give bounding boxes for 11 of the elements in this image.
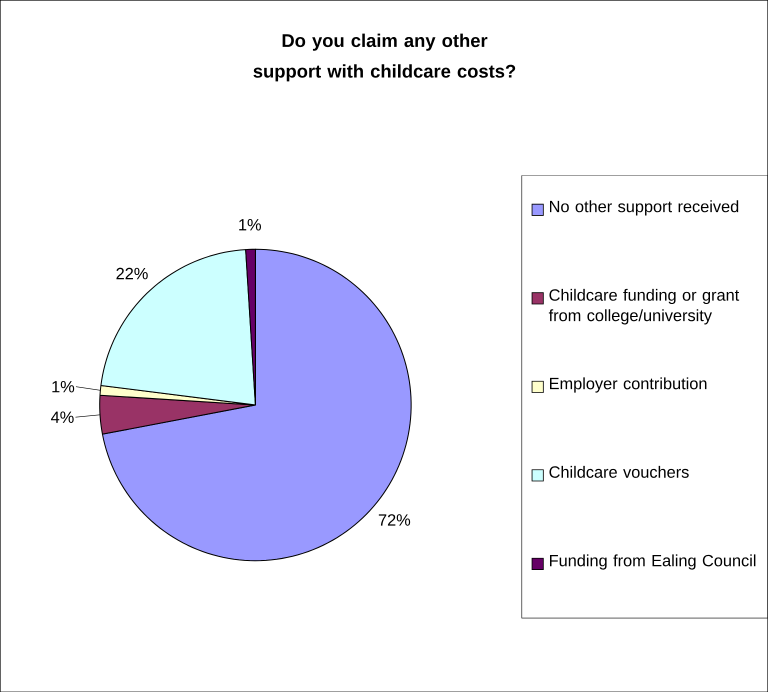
legend-label: Childcare vouchers	[549, 466, 689, 478]
data-label: 4%	[51, 411, 74, 423]
data-label: 1%	[239, 218, 261, 230]
legend-label: Funding from Ealing Council	[550, 554, 756, 570]
legend-label: Employer contribution	[550, 377, 706, 392]
chart-title: Do you claim any other support with childcare costs?	[253, 34, 516, 82]
data-label: 22%	[116, 268, 148, 280]
data-label: 72%	[378, 514, 410, 526]
legend-label: No other support received	[550, 200, 738, 216]
legend-label: Childcare funding or grant from college/university	[548, 288, 740, 324]
data-label: 1%	[52, 380, 74, 392]
